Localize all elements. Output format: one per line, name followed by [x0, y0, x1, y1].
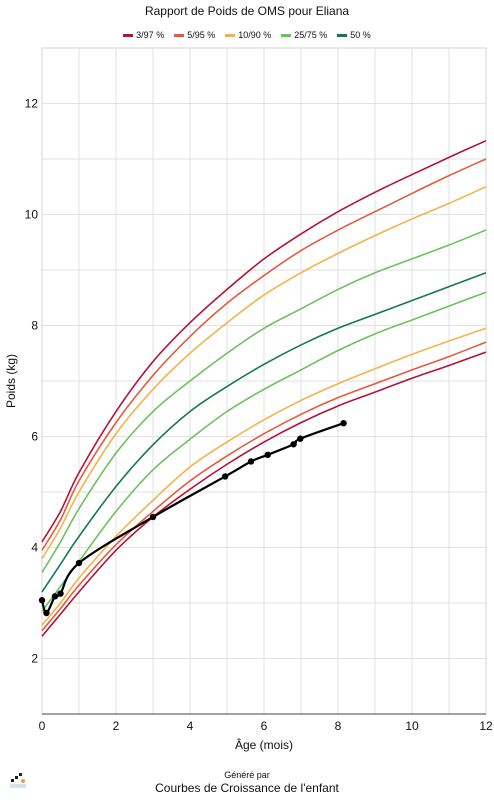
footer-generated-by: Généré par — [224, 770, 270, 780]
x-tick-label: 6 — [261, 719, 268, 733]
percentile-line — [41, 291, 487, 612]
legend-swatch — [225, 33, 236, 37]
x-tick-label: 2 — [113, 719, 120, 733]
x-tick-label: 4 — [187, 719, 194, 733]
legend: 3/97 % 5/95 % 10/90 % 25/75 % 50 % — [0, 30, 494, 40]
legend-swatch — [174, 33, 185, 37]
percentile-line — [41, 186, 487, 560]
percentile-line — [41, 327, 487, 626]
patient-point — [221, 473, 229, 480]
percentile-line — [41, 272, 487, 593]
percentile-line — [41, 351, 487, 637]
percentile-line — [41, 229, 487, 573]
legend-label: 5/95 % — [187, 30, 216, 40]
x-tick-label: 8 — [335, 719, 342, 733]
x-axis-label: Âge (mois) — [235, 737, 293, 752]
patient-point — [149, 513, 157, 521]
legend-swatch — [123, 33, 134, 37]
y-tick-label: 2 — [31, 652, 38, 666]
percentile-line — [41, 158, 487, 551]
y-tick-label: 6 — [31, 430, 38, 444]
y-tick-label: 4 — [31, 541, 38, 555]
x-tick-label: 0 — [39, 719, 46, 733]
patient-point — [290, 441, 297, 448]
legend-label: 3/97 % — [136, 30, 165, 40]
y-tick-label: 12 — [25, 97, 39, 111]
x-tick-label: 12 — [479, 719, 493, 733]
patient-point — [247, 458, 255, 465]
patient-point — [43, 609, 50, 617]
y-tick-label: 8 — [31, 319, 38, 333]
chart-title: Rapport de Poids de OMS pour Eliana — [144, 4, 350, 18]
patient-point — [297, 435, 304, 442]
legend-label: 25/75 % — [294, 30, 328, 40]
chart-plot: 0 2 4 6 8 10 12 2 4 6 8 10 12 Âge (mois) Poids (kg) — [4, 47, 493, 752]
legend-item: 5/95 % — [174, 30, 215, 40]
y-tick-label: 10 — [25, 208, 39, 222]
legend-swatch — [337, 33, 348, 37]
patient-point — [57, 590, 64, 597]
percentile-line — [41, 341, 487, 632]
patient-point — [51, 593, 59, 600]
patient-point — [264, 451, 271, 459]
percentile-line — [41, 139, 487, 543]
y-axis-label: Poids (kg) — [4, 354, 18, 408]
legend-item: 10/90 % — [225, 30, 271, 40]
footer-app-name: Courbes de Croissance de l'enfant — [155, 781, 339, 795]
patient-point — [38, 597, 46, 604]
legend-swatch — [281, 33, 292, 37]
legend-label: 50 % — [350, 30, 371, 40]
legend-label: 10/90 % — [238, 30, 272, 40]
legend-item: 50 % — [337, 30, 371, 40]
x-tick-label: 10 — [405, 719, 419, 733]
app-logo-icon — [10, 773, 26, 788]
legend-item: 25/75 % — [281, 30, 327, 40]
patient-point — [75, 559, 83, 567]
patient-point — [340, 419, 347, 427]
legend-item: 3/97 % — [123, 30, 164, 40]
